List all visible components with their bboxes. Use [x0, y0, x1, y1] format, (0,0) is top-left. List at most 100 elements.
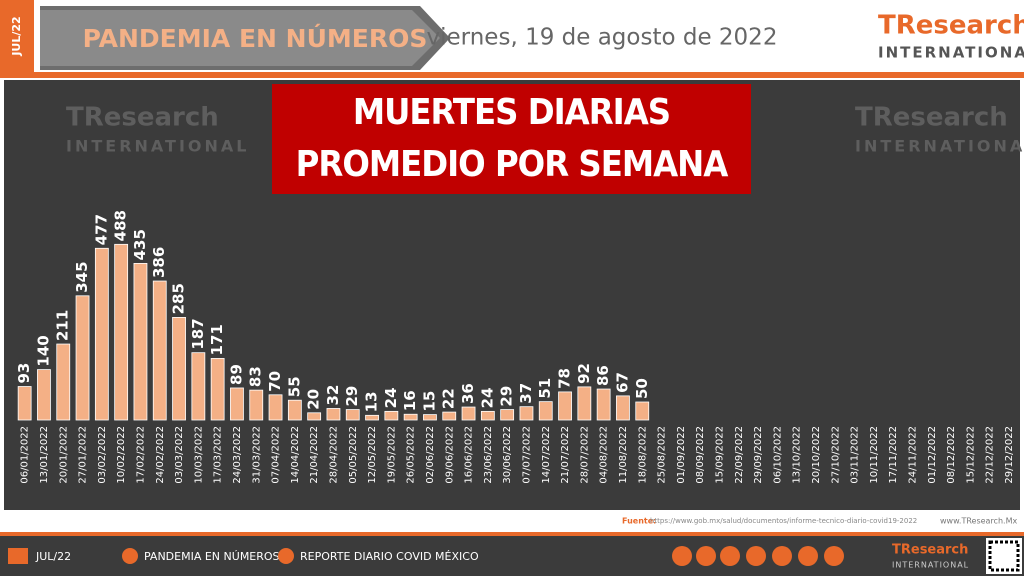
footer-item: JUL/22: [35, 550, 71, 563]
bar: [480, 410, 495, 421]
data-label: 78: [556, 368, 574, 389]
x-tick-label: 24/11/2022: [907, 426, 918, 484]
x-tick-label: 26/05/2022: [406, 426, 417, 484]
data-label: 37: [517, 383, 535, 404]
data-label: 24: [382, 387, 400, 408]
x-tick-label: 15/12/2022: [965, 426, 976, 484]
section-banner-inner: [40, 10, 440, 66]
x-tick-label: 08/09/2022: [695, 426, 706, 484]
footer-bg: [0, 536, 1024, 576]
bar: [326, 408, 341, 421]
data-label: 32: [324, 385, 342, 406]
x-tick-label: 01/12/2022: [927, 426, 938, 484]
bar: [37, 369, 51, 421]
bar: [577, 386, 592, 421]
footer-icon: [278, 548, 294, 564]
source-url: https://www.gob.mx/salud/documentos/info…: [650, 517, 917, 525]
data-label: 89: [227, 364, 245, 385]
data-label: 13: [363, 391, 381, 412]
data-label: 187: [189, 318, 207, 349]
data-label: 15: [420, 391, 438, 412]
data-label: 93: [15, 363, 33, 384]
x-tick-label: 14/04/2022: [290, 426, 301, 484]
x-tick-label: 29/09/2022: [753, 426, 764, 484]
bar: [249, 389, 264, 421]
x-tick-label: 22/12/2022: [985, 426, 996, 484]
bar: [287, 399, 302, 421]
x-tick-label: 30/06/2022: [502, 426, 513, 484]
social-icons: [672, 546, 844, 566]
tag-bg: [0, 0, 34, 72]
data-label: 29: [343, 386, 361, 407]
x-tick-label: 03/03/2022: [174, 426, 185, 484]
bar: [75, 295, 90, 421]
footer-rule: [0, 532, 1024, 536]
x-tick-label: 10/11/2022: [869, 426, 880, 484]
header-rule: [0, 72, 1024, 78]
x-tick-label: 20/01/2022: [58, 426, 69, 484]
x-tick-label: 21/04/2022: [309, 426, 320, 484]
x-tick-label: 12/05/2022: [367, 426, 378, 484]
x-tick-label: 24/02/2022: [155, 426, 166, 484]
data-label: 16: [401, 390, 419, 411]
x-tick-label: 16/06/2022: [464, 426, 475, 484]
x-tick-label: 24/03/2022: [232, 426, 243, 484]
x-tick-label: 08/12/2022: [946, 426, 957, 484]
x-tick-label: 17/02/2022: [135, 426, 146, 484]
watermark: TResearch: [66, 103, 219, 133]
data-label: 171: [208, 324, 226, 355]
x-tick-label: 07/07/2022: [521, 426, 532, 484]
x-tick-label: 20/10/2022: [811, 426, 822, 484]
x-tick-label: 28/07/2022: [579, 426, 590, 484]
bar: [442, 411, 457, 421]
header-section: PANDEMIA EN NÚMEROS: [83, 23, 428, 53]
data-label: 29: [498, 386, 516, 407]
bar: [17, 386, 32, 421]
bar: [558, 391, 572, 421]
qr-pattern: [988, 540, 1020, 572]
data-label: 488: [112, 210, 130, 241]
x-tick-label: 27/10/2022: [830, 426, 841, 484]
footer-icon: [122, 548, 138, 564]
x-tick-label: 17/11/2022: [888, 426, 899, 484]
x-tick-label: 06/10/2022: [772, 426, 783, 484]
footer-logo-brand: TResearch: [892, 543, 968, 558]
data-label: 477: [92, 214, 110, 245]
header-tag: JUL/22: [10, 16, 23, 56]
bar: [307, 412, 322, 421]
data-label: 386: [150, 247, 168, 278]
bar: [133, 262, 148, 421]
bar: [172, 316, 186, 421]
data-label: 435: [131, 229, 149, 260]
bar: [519, 406, 534, 421]
x-tick-label: 15/09/2022: [714, 426, 725, 484]
x-tick-label: 17/03/2022: [213, 426, 224, 484]
data-label: 22: [440, 388, 458, 409]
header-date: viernes, 19 de agosto de 2022: [427, 25, 778, 51]
bar: [230, 387, 244, 421]
data-label: 20: [305, 389, 323, 410]
bar: [210, 358, 225, 421]
x-tick-label: 22/09/2022: [734, 426, 745, 484]
logo-sub: INTERNATIONAL: [878, 44, 1024, 62]
data-label: 36: [459, 383, 477, 404]
x-tick-label: 03/11/2022: [850, 426, 861, 484]
x-tick-label: 02/06/2022: [425, 426, 436, 484]
bar: [596, 388, 611, 421]
bar: [114, 243, 129, 421]
bar: [94, 247, 109, 421]
bar: [616, 395, 630, 421]
bar: [403, 413, 418, 421]
footer-item: REPORTE DIARIO COVID MÉXICO: [300, 550, 479, 563]
x-tick-label: 11/08/2022: [618, 426, 629, 484]
bar: [345, 409, 360, 421]
x-tick-label: 27/01/2022: [78, 426, 89, 484]
x-tick-label: 25/08/2022: [657, 426, 668, 484]
bar: [423, 414, 437, 421]
bar: [461, 406, 476, 421]
source-site: www.TResearch.Mx: [940, 517, 1017, 526]
x-tick-label: 07/04/2022: [271, 426, 282, 484]
data-label: 55: [285, 376, 303, 397]
bar: [500, 409, 515, 421]
bar: [365, 414, 379, 421]
